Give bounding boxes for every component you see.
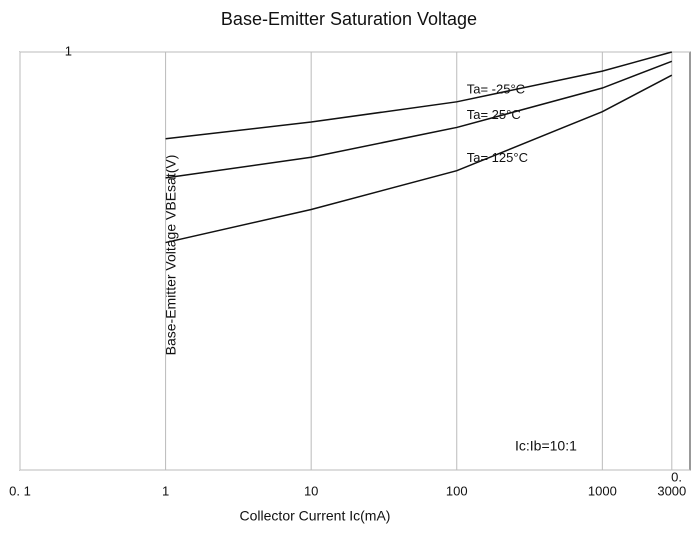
x-tick-label: 10 — [304, 483, 318, 498]
y-tick-label: 0. — [671, 469, 682, 484]
y-axis-label: Base-Emitter Voltage VBEsat(V) — [163, 155, 179, 356]
x-tick-label: 100 — [446, 483, 468, 498]
annotation: Ic:Ib=10:1 — [515, 438, 577, 454]
x-tick-label: 3000 — [657, 483, 686, 498]
series-label: Ta= -25°C — [467, 81, 525, 96]
x-tick-label: 1000 — [588, 483, 617, 498]
x-tick-label: 1 — [162, 483, 169, 498]
x-axis-label: Collector Current Ic(mA) — [240, 508, 391, 524]
series-line — [165, 60, 673, 179]
series-label: Ta= 125°C — [467, 150, 528, 165]
y-tick-label: 1 — [65, 43, 72, 58]
series-label: Ta= 25°C — [467, 107, 521, 122]
chart-title: Base-Emitter Saturation Voltage — [221, 9, 477, 29]
series-line — [165, 51, 673, 140]
x-tick-label: 0. 1 — [9, 483, 31, 498]
series-line — [165, 74, 673, 244]
